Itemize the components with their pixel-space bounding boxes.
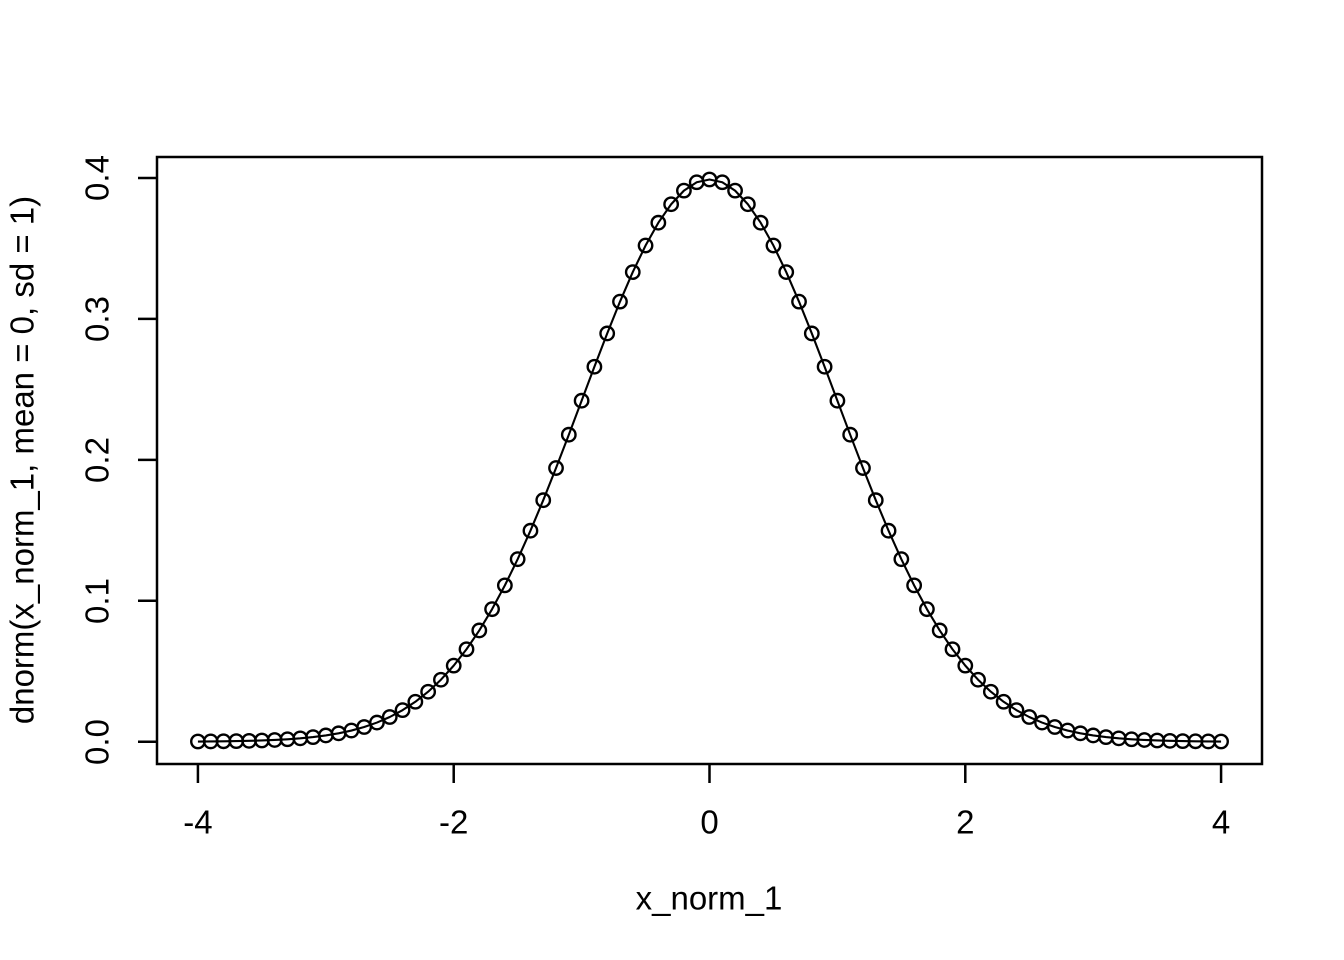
data-point-circle <box>855 460 871 476</box>
data-point-circle <box>893 551 910 568</box>
data-point-circle <box>663 196 680 213</box>
data-point-circle <box>1021 709 1038 725</box>
y-axis-tick-label: 0.4 <box>78 155 116 201</box>
data-point-circle <box>995 693 1012 710</box>
data-point-circle <box>714 174 731 191</box>
data-point-circle <box>420 683 437 700</box>
data-point-circle <box>816 358 833 375</box>
data-point-circle <box>522 522 539 539</box>
data-point-circle <box>765 237 782 254</box>
data-point-circle <box>919 601 935 618</box>
data-point-circle <box>612 293 628 310</box>
normal-density-curve <box>190 171 1229 750</box>
data-point-circle <box>445 657 462 674</box>
data-point-circle <box>944 641 961 658</box>
data-point-circle <box>599 325 616 342</box>
x-axis-tick-label: -4 <box>183 803 213 841</box>
data-point-circle <box>906 577 923 594</box>
axis-tick-marks <box>138 176 1223 783</box>
y-axis-tick-label: 0.1 <box>78 577 116 624</box>
data-point-circle <box>471 622 488 639</box>
data-point-circle <box>484 601 500 618</box>
data-point-circle <box>880 522 897 539</box>
data-point-circle <box>548 460 564 476</box>
data-point-circle <box>394 702 411 719</box>
data-point-circle <box>381 709 398 725</box>
data-point-circle <box>1213 733 1229 750</box>
data-point-circle <box>637 237 654 254</box>
data-point-circle <box>676 182 692 199</box>
data-point-circle <box>624 264 641 280</box>
y-axis-title: dnorm(x_norm_1, mean = 0, sd = 1) <box>3 195 41 725</box>
data-point-circle <box>739 196 756 213</box>
data-point-circle <box>586 358 603 375</box>
y-axis-tick-label: 0.2 <box>78 436 116 483</box>
data-point-circle <box>560 426 577 443</box>
data-point-circle <box>752 214 769 231</box>
data-point-circle <box>433 671 449 688</box>
data-point-circle <box>791 293 807 310</box>
x-axis-tick-label: 2 <box>956 803 975 841</box>
data-point-circle <box>369 714 385 731</box>
y-axis-tick-label: 0.0 <box>78 718 116 765</box>
data-point-circle <box>867 492 884 509</box>
plot-box <box>155 155 1264 766</box>
x-axis-tick-label: -2 <box>439 803 469 841</box>
data-point-circle <box>496 577 513 594</box>
x-axis-tick-label: 4 <box>1211 803 1231 841</box>
data-point-circle <box>535 492 552 509</box>
density-line <box>197 178 1222 743</box>
data-point-circle <box>778 264 795 280</box>
data-point-circle <box>842 426 859 443</box>
data-point-circle <box>829 392 846 409</box>
y-axis-tick-label: 0.3 <box>78 295 116 342</box>
data-point-circle <box>650 214 667 231</box>
data-point-circle <box>1008 702 1025 719</box>
x-axis-title: x_norm_1 <box>635 879 783 917</box>
data-point-circle <box>957 657 974 674</box>
data-point-circle <box>573 392 590 409</box>
data-point-circle <box>407 693 424 710</box>
x-axis-tick-label: 0 <box>700 803 719 841</box>
data-point-circle <box>727 182 743 199</box>
data-point-circle <box>931 622 948 639</box>
data-point-circle <box>982 683 999 700</box>
data-point-circle <box>458 641 475 658</box>
data-point-circle <box>970 671 986 688</box>
data-point-circle <box>509 551 526 568</box>
data-point-circle <box>803 325 820 342</box>
